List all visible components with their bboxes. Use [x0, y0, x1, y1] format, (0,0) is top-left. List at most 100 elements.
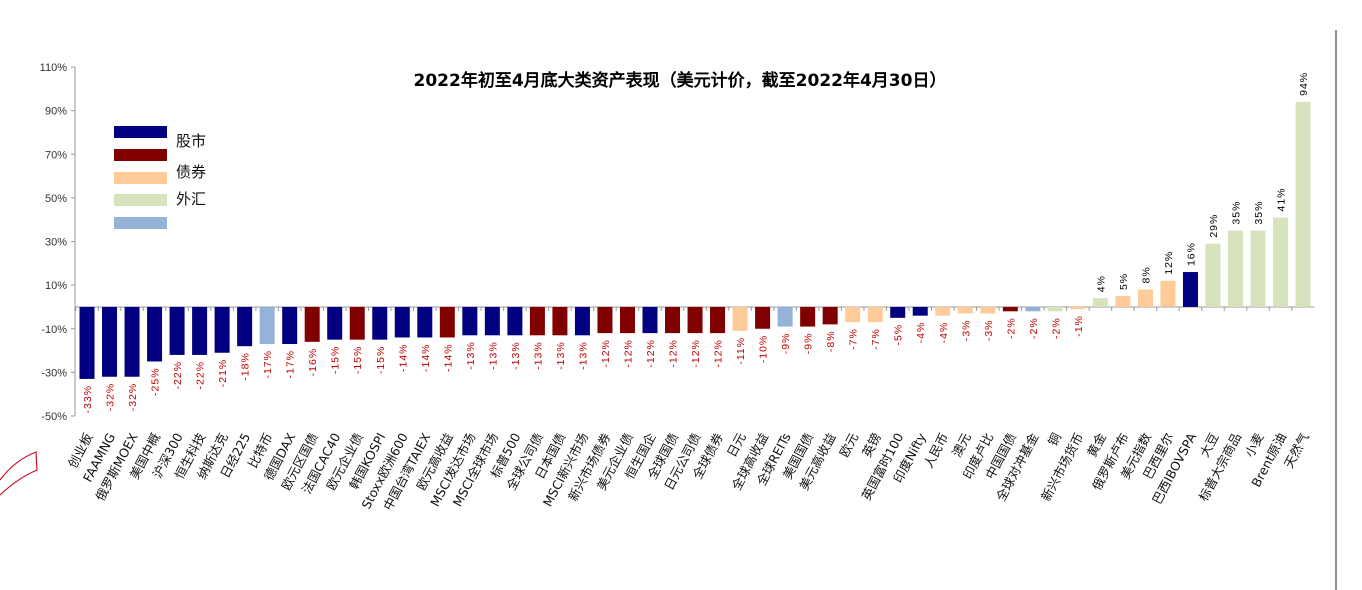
bar: [1228, 230, 1244, 307]
x-axis-labels: 创业板FAAMNG俄罗斯MOEX美国中概沪深300恒生科技纳斯达克日经225比特…: [65, 430, 1312, 513]
y-tick-label: -30%: [41, 367, 67, 379]
bar: [529, 306, 545, 336]
data-label: 35%: [1253, 201, 1265, 225]
data-label: -32%: [127, 383, 139, 412]
bar: [732, 306, 748, 331]
bar: [867, 306, 883, 323]
data-label: 4%: [1095, 275, 1107, 292]
data-label: -9%: [803, 333, 815, 355]
data-label: -12%: [622, 339, 634, 368]
bar: [1002, 306, 1018, 312]
bar: [912, 306, 928, 316]
data-label: -18%: [240, 352, 252, 381]
bar: [169, 306, 185, 355]
legend-swatch: [114, 217, 167, 229]
legend-label: 股市: [176, 132, 206, 150]
decorative-arc: [0, 451, 38, 496]
y-tick-label: -50%: [41, 411, 67, 423]
bar: [1250, 230, 1266, 307]
bar: [980, 306, 996, 314]
data-label: -2%: [1050, 317, 1062, 339]
data-label: -4%: [938, 322, 950, 344]
bar: [237, 306, 253, 347]
bar: [822, 306, 838, 325]
y-tick-label: 70%: [45, 149, 67, 161]
category-label: 铜: [1045, 430, 1064, 448]
bar: [349, 306, 365, 340]
data-label: -13%: [532, 341, 544, 370]
bar: [372, 306, 388, 340]
data-label: -17%: [262, 350, 274, 379]
data-label: 29%: [1208, 214, 1220, 238]
data-label: -3%: [960, 319, 972, 341]
bar: [102, 306, 118, 377]
legend-swatch: [114, 126, 167, 138]
bar: [1137, 289, 1153, 307]
data-label: -8%: [825, 330, 837, 352]
bar: [192, 306, 208, 355]
data-label: -4%: [915, 322, 927, 344]
bar: [1160, 280, 1176, 307]
bar: [214, 306, 230, 353]
bar: [597, 306, 613, 334]
data-label: -22%: [172, 361, 184, 390]
bar: [642, 306, 658, 334]
category-label: 欧元: [836, 430, 861, 459]
data-label: -13%: [577, 341, 589, 370]
bar: [394, 306, 410, 338]
bar: [79, 306, 95, 379]
bar: [1070, 306, 1086, 310]
data-label: 94%: [1298, 72, 1310, 96]
legend-swatch: [114, 194, 167, 206]
data-label: -13%: [487, 341, 499, 370]
bar: [619, 306, 635, 334]
data-label: -32%: [105, 383, 117, 412]
data-label: 8%: [1140, 266, 1152, 283]
data-label: -16%: [307, 348, 319, 377]
bars: [79, 101, 1311, 379]
data-label: -14%: [442, 343, 454, 372]
bar: [665, 306, 681, 334]
bar: [304, 306, 320, 342]
bar: [507, 306, 523, 336]
data-label: 12%: [1163, 251, 1175, 275]
data-label: -11%: [735, 337, 747, 365]
bar: [1205, 243, 1221, 307]
data-label: -25%: [150, 367, 162, 396]
bar: [890, 306, 906, 318]
bar: [755, 306, 771, 329]
data-label: -14%: [420, 343, 432, 372]
y-tick-label: 50%: [45, 193, 67, 205]
data-label: -7%: [848, 328, 860, 350]
bar: [417, 306, 433, 338]
data-label: -12%: [690, 339, 702, 368]
bar: [1115, 296, 1131, 307]
data-label: -12%: [713, 339, 725, 368]
y-tick-label: -10%: [41, 324, 67, 336]
y-tick-label: 110%: [40, 62, 68, 74]
bar: [439, 306, 455, 338]
y-axis: 110% 90% 70% 50% 30% 10% -10% -30% -50%: [40, 62, 1315, 423]
bar: [282, 306, 298, 345]
bar: [147, 306, 163, 362]
bar: [800, 306, 816, 327]
bar: [777, 306, 793, 327]
bar: [1092, 298, 1108, 307]
data-label: 5%: [1118, 273, 1130, 290]
data-label: -7%: [870, 328, 882, 350]
bar: [935, 306, 951, 316]
chart-title: 2022年初至4月底大类资产表现（美元计价，截至2022年4月30日）: [414, 70, 947, 91]
data-labels: -33% -32% -32% -25% -22% -22% -21% -18% -17% -17%…: [82, 72, 1310, 414]
data-label: -5%: [893, 324, 905, 346]
legend-label: 债券: [176, 163, 206, 181]
data-label: -10%: [758, 335, 770, 364]
bar: [574, 306, 590, 336]
bar: [1025, 306, 1041, 312]
data-label: -13%: [465, 341, 477, 370]
data-label: -17%: [285, 350, 297, 379]
data-label: -15%: [375, 346, 387, 375]
legend-swatch: [114, 172, 167, 184]
bar: [327, 306, 343, 340]
bar: [687, 306, 703, 334]
